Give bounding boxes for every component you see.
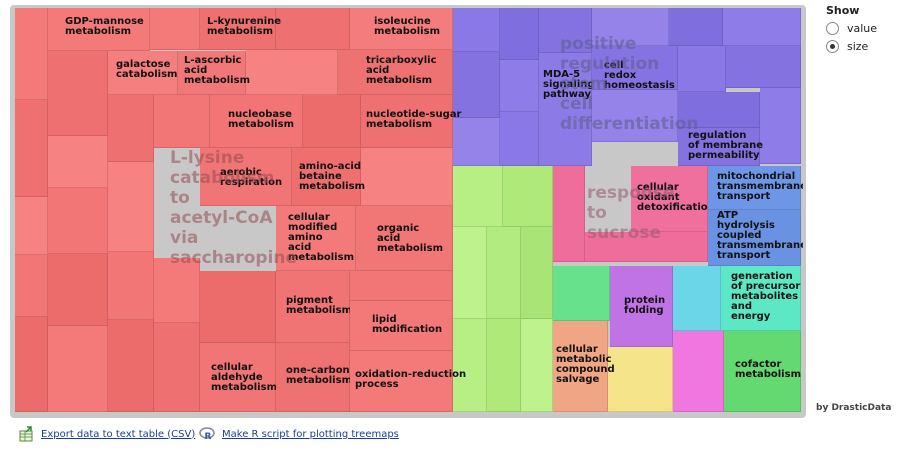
treemap-tile[interactable] [48, 254, 108, 326]
tile-oxidation-reduction-process[interactable] [350, 351, 453, 412]
tile-l-ascorbic-acid-metabolism[interactable] [178, 51, 246, 95]
treemap-tile[interactable] [361, 148, 453, 206]
treemap-tile[interactable] [503, 166, 553, 227]
treemap-tile[interactable] [521, 319, 553, 412]
treemap-tile[interactable] [726, 46, 801, 88]
treemap-tile[interactable] [669, 8, 723, 46]
treemap-tile[interactable] [303, 95, 361, 148]
tile-cell-redox-homeostasis[interactable] [592, 46, 678, 90]
tile-organic-acid-metabolism[interactable] [356, 206, 453, 271]
tile-pigment-metabolism[interactable] [276, 271, 350, 343]
treemap-tile[interactable] [500, 60, 539, 112]
tile-gdp-mannose-metabolism[interactable] [48, 8, 150, 51]
treemap-tile[interactable] [108, 252, 154, 320]
treemap[interactable]: GDP-mannose metabolism L-kynurenine metabol… [15, 8, 803, 413]
tile-tricarboxylic-acid-metabolism[interactable] [338, 50, 453, 95]
treemap-tile[interactable] [15, 317, 48, 412]
tile-cellular-metabolic-compound-salvage[interactable] [553, 321, 608, 412]
drasticdata-credit: by DrasticData [816, 403, 892, 413]
treemap-tile[interactable] [200, 271, 276, 343]
treemap-tile[interactable] [150, 8, 200, 50]
treemap-tile[interactable] [48, 51, 108, 136]
show-panel: Show value size [826, 4, 916, 53]
treemap-tile[interactable] [276, 8, 350, 50]
treemap-tile[interactable] [453, 52, 500, 118]
size-label: size [847, 40, 869, 53]
tile-aerobic-respiration[interactable] [200, 148, 292, 206]
export-csv-label[interactable]: Export data to text table (CSV) [41, 428, 196, 440]
treemap-tile[interactable] [453, 8, 500, 52]
treemap-tile[interactable] [453, 319, 487, 412]
treemap-tile[interactable] [108, 162, 154, 252]
treemap-tile[interactable] [15, 8, 48, 100]
treemap-tile[interactable] [585, 232, 708, 262]
export-csv-link[interactable]: Export data to text table (CSV) [18, 426, 195, 442]
treemap-tile[interactable] [48, 188, 108, 254]
tile-atp-hydrolysis-coupled-transmembrane-transport[interactable] [708, 210, 801, 266]
tile-l-kynurenine-metabolism[interactable] [200, 8, 276, 50]
treemap-tile[interactable] [539, 8, 592, 53]
treemap-tile[interactable] [48, 326, 108, 412]
tile-cellular-modified-amino-acid-metabolism[interactable] [276, 206, 356, 271]
treemap-tile[interactable] [487, 319, 521, 412]
value-label: value [847, 22, 878, 35]
r-script-link[interactable]: R Make R script for plotting treemaps [199, 426, 399, 442]
r-logo-icon: R [199, 427, 215, 442]
treemap-tile[interactable] [521, 227, 553, 319]
treemap-tile[interactable] [154, 258, 200, 323]
tile-cellular-oxidant-detoxification[interactable] [631, 166, 708, 232]
tile-mda-5-signaling-pathway[interactable] [539, 53, 592, 166]
tile-cellular-aldehyde-metabolism[interactable] [200, 343, 276, 412]
svg-text:R: R [205, 432, 212, 442]
show-size-option[interactable]: size [826, 40, 916, 53]
treemap-tile[interactable] [673, 266, 721, 331]
tile-generation-of-precursor-metabolites-and-energy[interactable] [721, 266, 801, 331]
tile-protein-folding[interactable] [610, 266, 673, 347]
treemap-tile[interactable] [673, 331, 724, 412]
treemap-tile[interactable] [453, 166, 503, 227]
treemap-tile[interactable] [48, 136, 108, 188]
treemap-tile[interactable] [553, 266, 610, 321]
treemap-tile[interactable] [154, 95, 210, 148]
treemap-tile[interactable] [453, 118, 500, 166]
tile-mitochondrial-transmembrane-transport[interactable] [708, 166, 801, 210]
r-script-label[interactable]: Make R script for plotting treemaps [222, 428, 399, 440]
treemap-tile[interactable] [678, 92, 760, 128]
show-title: Show [826, 4, 860, 17]
treemap-tile[interactable] [553, 166, 585, 262]
tile-cofactor-metabolism[interactable] [724, 331, 801, 412]
show-value-option[interactable]: value [826, 22, 916, 35]
tile-regulation-of-membrane-permeability[interactable] [678, 128, 760, 166]
value-radio[interactable] [826, 22, 839, 35]
size-radio[interactable] [826, 40, 839, 53]
treemap-tile[interactable] [500, 8, 539, 60]
treemap-tile[interactable] [108, 320, 154, 412]
spreadsheet-export-icon [19, 426, 33, 442]
treemap-tile[interactable] [500, 112, 539, 166]
tile-lipid-modification[interactable] [350, 301, 453, 351]
treemap-tile[interactable] [15, 255, 48, 317]
treemap-tile[interactable] [246, 50, 338, 95]
treemap-tile[interactable] [487, 227, 521, 319]
tile-nucleotide-sugar-metabolism[interactable] [361, 95, 453, 148]
treemap-tile[interactable] [723, 8, 801, 46]
tile-one-carbon-metabolism[interactable] [276, 343, 350, 412]
tile-galactose-catabolism[interactable] [108, 51, 178, 95]
treemap-tile[interactable] [15, 100, 48, 197]
tile-isoleucine-metabolism[interactable] [350, 8, 453, 50]
treemap-tile[interactable] [592, 90, 678, 142]
treemap-tile[interactable] [760, 88, 801, 164]
tile-nucleobase-metabolism[interactable] [210, 95, 303, 148]
treemap-tile[interactable] [453, 227, 487, 319]
treemap-tile[interactable] [608, 347, 673, 412]
treemap-tile[interactable] [678, 46, 726, 92]
treemap-tile[interactable] [350, 271, 453, 301]
treemap-tile[interactable] [154, 323, 200, 412]
treemap-tile[interactable] [592, 8, 669, 46]
tile-amino-acid-betaine-metabolism[interactable] [292, 148, 361, 206]
treemap-tile[interactable] [15, 197, 48, 255]
treemap-tile[interactable] [108, 95, 154, 162]
